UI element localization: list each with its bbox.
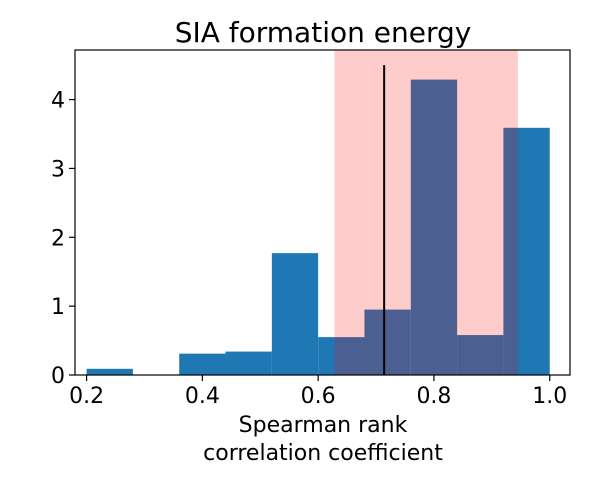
plot-area bbox=[74, 49, 571, 376]
y-tick-label-3: 3 bbox=[51, 157, 65, 182]
x-axis-label-line-2: correlation coefficient bbox=[203, 441, 443, 466]
histogram-bar-4 bbox=[271, 253, 319, 376]
x-tick-label-4: 1.0 bbox=[532, 384, 567, 409]
x-tick-label-0: 0.2 bbox=[69, 384, 104, 409]
y-tick-label-2: 2 bbox=[51, 226, 65, 251]
x-tick-label-3: 0.8 bbox=[416, 384, 451, 409]
x-tick-label-2: 0.6 bbox=[301, 384, 336, 409]
histogram-bar-6 bbox=[364, 309, 411, 375]
histogram-bar-0 bbox=[86, 368, 133, 375]
histogram-bar-5 bbox=[318, 337, 365, 375]
axes-frame bbox=[74, 49, 571, 376]
histogram-bar-8 bbox=[457, 335, 504, 375]
chart-title: SIA formation energy bbox=[175, 16, 472, 49]
y-axis: 0 1 2 3 4 bbox=[51, 89, 75, 389]
x-axis: 0.2 0.4 0.6 0.8 1.0 bbox=[69, 375, 567, 409]
histogram-bar-9 bbox=[503, 127, 550, 375]
x-axis-label-line-1: Spearman rank bbox=[239, 413, 408, 438]
y-tick-label-0: 0 bbox=[51, 364, 65, 389]
histogram-bar-2 bbox=[179, 353, 226, 375]
histogram-bar-7 bbox=[410, 79, 458, 376]
histogram-bar-3 bbox=[225, 351, 272, 375]
y-tick-label-1: 1 bbox=[51, 295, 65, 320]
shaded-interval bbox=[334, 50, 518, 375]
x-tick-label-1: 0.4 bbox=[185, 384, 220, 409]
y-tick-label-4: 4 bbox=[51, 89, 65, 114]
